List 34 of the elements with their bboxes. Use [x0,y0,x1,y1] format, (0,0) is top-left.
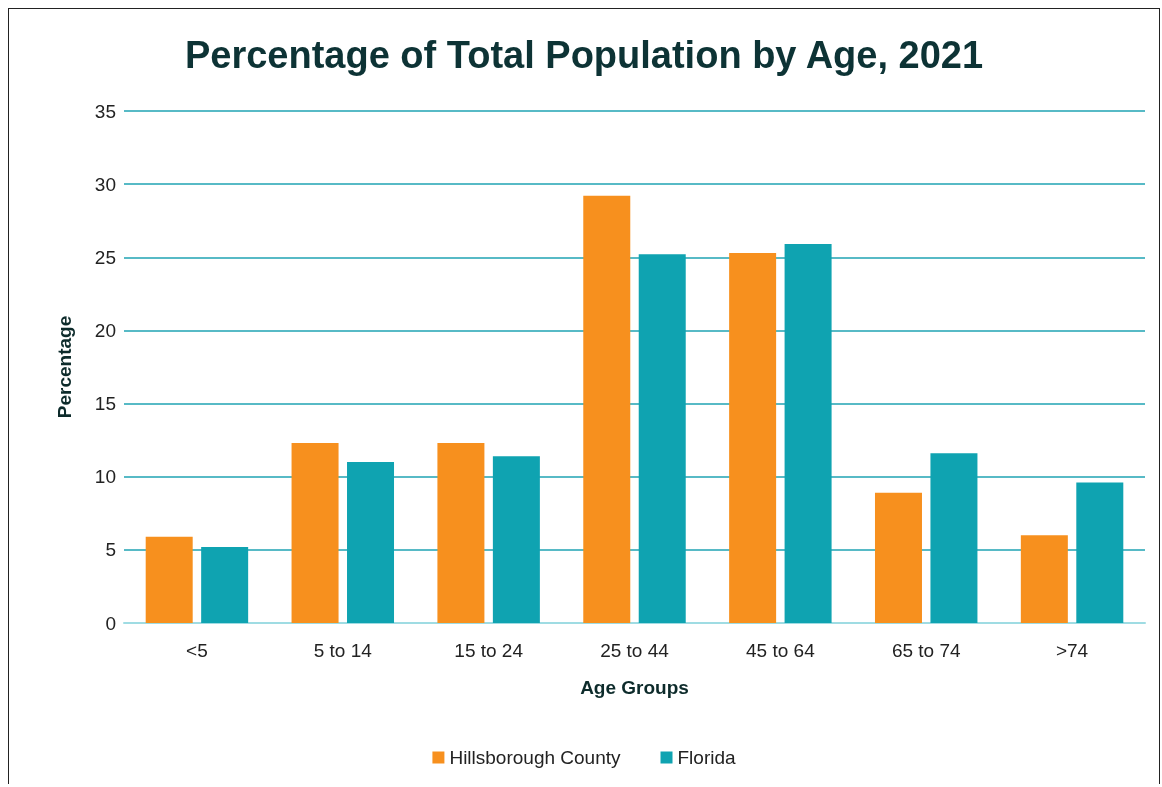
y-tick-label: 10 [94,466,116,488]
chart-title: Percentage of Total Population by Age, 2021 [184,34,984,76]
bar [1076,482,1124,623]
bar [874,492,922,623]
legend-label: Hillsborough County [449,747,622,768]
bar [347,462,395,623]
bar [930,453,978,623]
y-tick-label: 0 [105,612,116,634]
y-tick-label: 20 [94,319,116,341]
bar [437,443,485,623]
bar [638,254,686,623]
y-tick-label: 30 [94,173,116,195]
x-tick-label: 15 to 24 [454,640,524,661]
bar [1020,535,1068,623]
x-tick-label: 45 to 64 [746,640,816,661]
y-axis-title: Percentage [54,315,75,419]
x-tick-label: 5 to 14 [313,640,373,661]
y-tick-label: 5 [105,539,116,561]
bar [784,244,832,623]
x-tick-label: >74 [1055,640,1089,661]
legend-label: Florida [677,747,737,768]
bar [729,252,777,623]
y-tick-label: 15 [94,393,116,415]
x-tick-label: <5 [186,640,208,661]
bar [492,456,540,623]
x-tick-label: 25 to 44 [600,640,670,661]
x-tick-label: 65 to 74 [891,640,961,661]
y-tick-label: 25 [94,246,116,268]
x-axis-title: Age Groups [580,677,689,698]
bar [583,195,631,623]
bar [201,546,249,623]
y-tick-label: 35 [94,100,116,122]
bar [291,443,339,623]
bar [145,536,193,623]
